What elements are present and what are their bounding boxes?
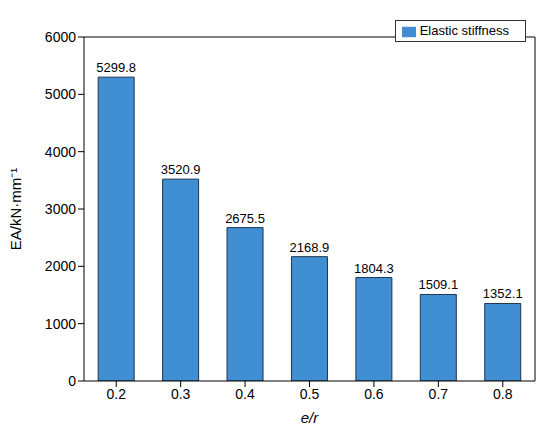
svg-text:2168.9: 2168.9 [290,240,330,255]
svg-text:0.4: 0.4 [235,386,255,402]
svg-text:0.3: 0.3 [171,386,191,402]
svg-text:1000: 1000 [45,316,76,332]
svg-text:0.2: 0.2 [106,386,126,402]
svg-text:1509.1: 1509.1 [418,277,458,292]
svg-text:2675.5: 2675.5 [225,211,265,226]
svg-text:3000: 3000 [45,201,76,217]
svg-text:1804.3: 1804.3 [354,261,394,276]
svg-text:0.5: 0.5 [300,386,320,402]
svg-text:1352.1: 1352.1 [483,286,523,301]
svg-text:e/r: e/r [301,409,320,426]
svg-text:3520.9: 3520.9 [161,162,201,177]
svg-text:4000: 4000 [45,144,76,160]
svg-text:EA/kN·mm⁻¹: EA/kN·mm⁻¹ [8,168,24,251]
svg-text:0.6: 0.6 [364,386,384,402]
svg-text:5299.8: 5299.8 [96,60,136,75]
svg-text:0.7: 0.7 [429,386,449,402]
svg-text:6000: 6000 [45,29,76,45]
svg-text:5000: 5000 [45,86,76,102]
svg-text:0.8: 0.8 [493,386,513,402]
svg-text:0: 0 [68,373,76,389]
html-text:Elastic stiffness: Elastic stiffness [419,23,509,38]
svg-text:2000: 2000 [45,258,76,274]
